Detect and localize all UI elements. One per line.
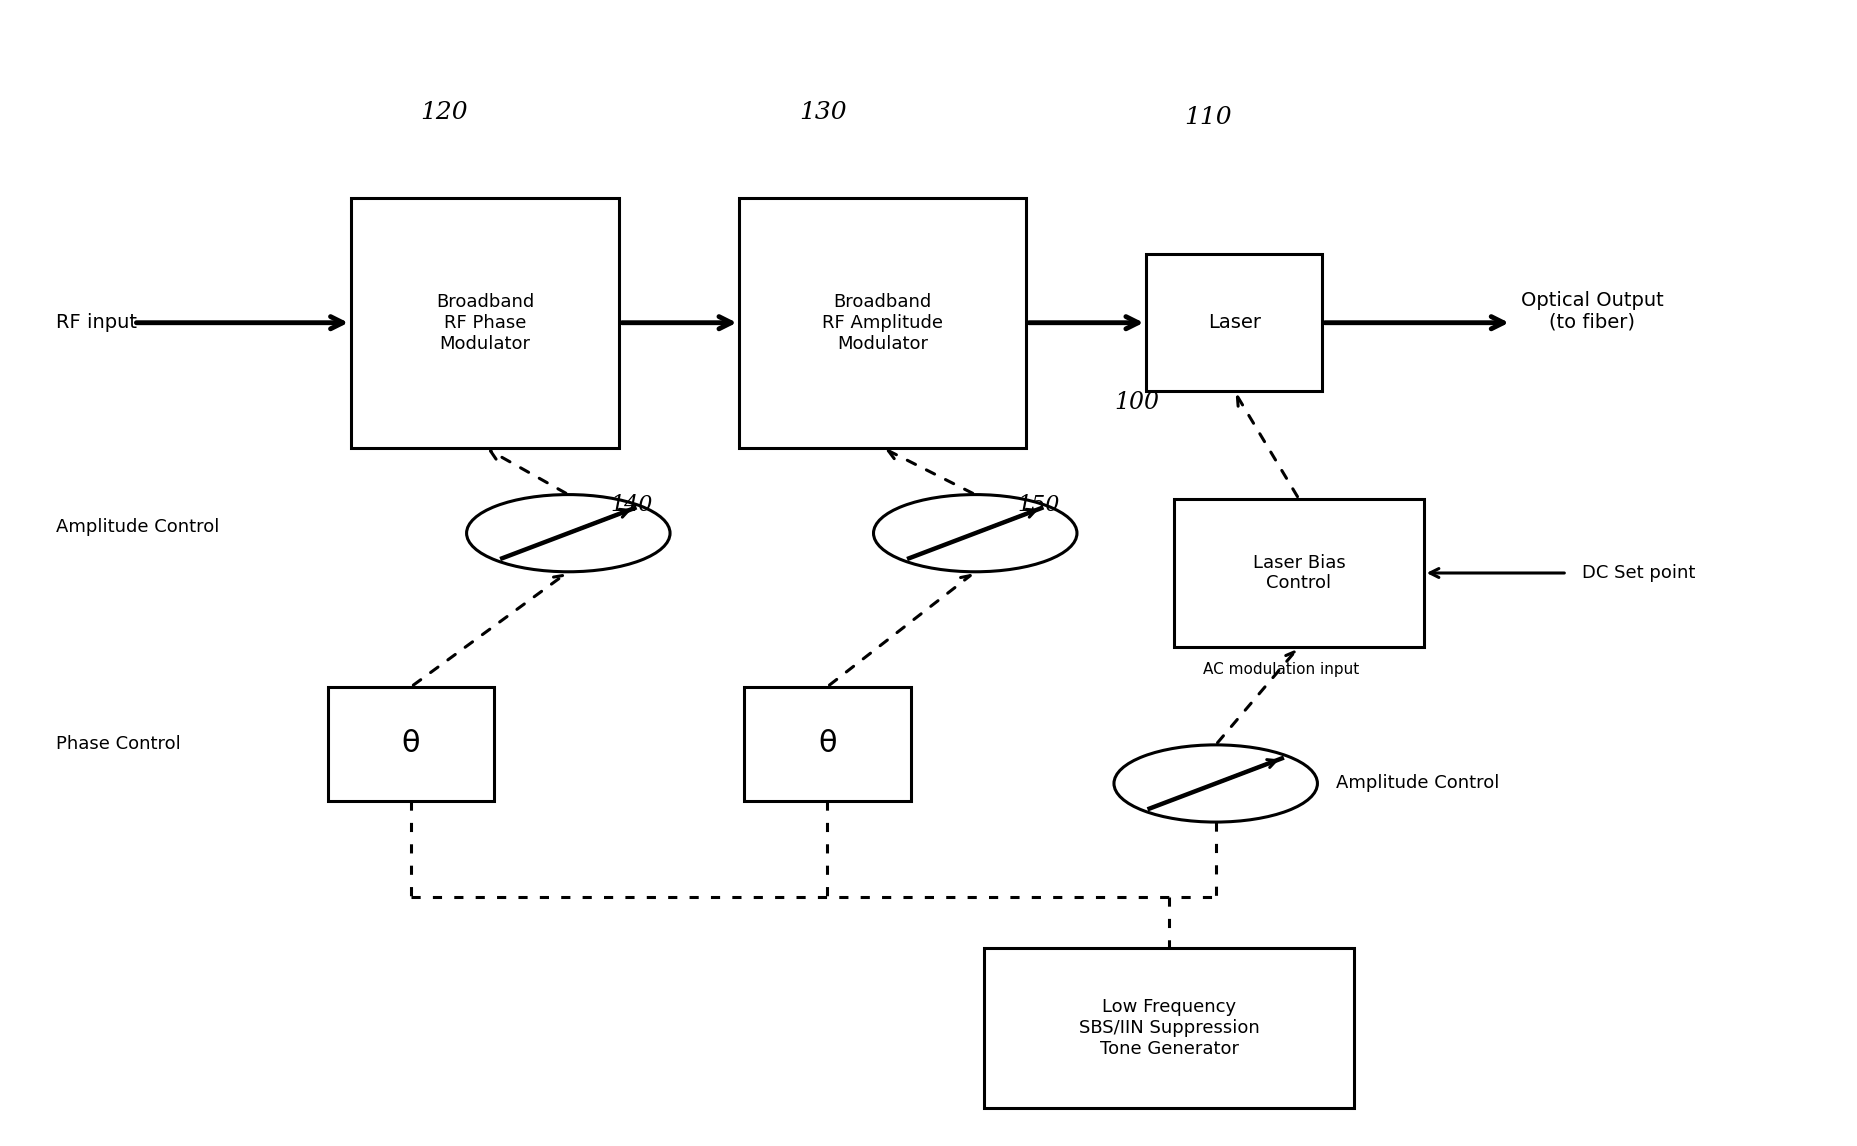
Text: Low Frequency
SBS/IIN Suppression
Tone Generator: Low Frequency SBS/IIN Suppression Tone G… xyxy=(1079,998,1259,1058)
Text: 120: 120 xyxy=(420,101,468,124)
Ellipse shape xyxy=(466,495,670,572)
Bar xyxy=(327,686,494,801)
Bar xyxy=(984,949,1354,1108)
Text: Broadband
RF Amplitude
Modulator: Broadband RF Amplitude Modulator xyxy=(823,293,943,353)
Text: Laser: Laser xyxy=(1207,313,1261,332)
Text: AC modulation input: AC modulation input xyxy=(1201,662,1357,677)
Text: Laser Bias
Control: Laser Bias Control xyxy=(1252,554,1344,592)
Text: θ: θ xyxy=(817,729,836,759)
Bar xyxy=(1174,499,1422,647)
Bar xyxy=(1146,254,1322,391)
Ellipse shape xyxy=(873,495,1077,572)
Text: 140: 140 xyxy=(611,494,654,516)
Text: θ: θ xyxy=(401,729,420,759)
Text: Amplitude Control: Amplitude Control xyxy=(1335,775,1499,793)
Text: 110: 110 xyxy=(1183,107,1231,129)
Text: Phase Control: Phase Control xyxy=(56,735,180,753)
Text: 150: 150 xyxy=(1018,494,1060,516)
Bar xyxy=(739,197,1025,448)
Text: Optical Output
(to fiber): Optical Output (to fiber) xyxy=(1521,291,1662,332)
Text: Broadband
RF Phase
Modulator: Broadband RF Phase Modulator xyxy=(436,293,535,353)
Text: 100: 100 xyxy=(1114,391,1159,414)
Text: RF input: RF input xyxy=(56,313,137,332)
Text: Amplitude Control: Amplitude Control xyxy=(56,518,219,536)
Text: 130: 130 xyxy=(799,101,847,124)
Bar xyxy=(351,197,618,448)
Ellipse shape xyxy=(1114,745,1317,822)
Bar xyxy=(743,686,910,801)
Text: DC Set point: DC Set point xyxy=(1580,564,1694,582)
